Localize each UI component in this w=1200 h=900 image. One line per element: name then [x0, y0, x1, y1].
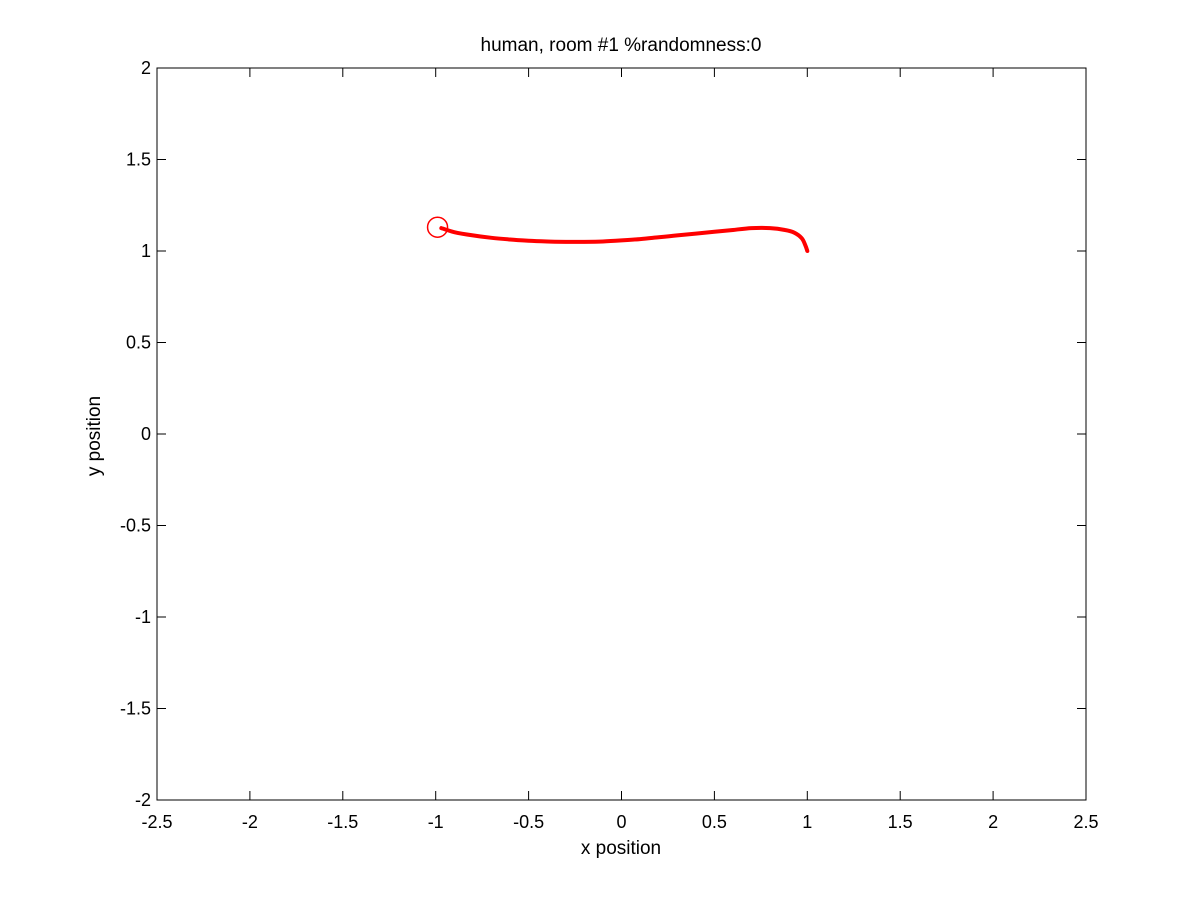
x-tick-label: -2	[242, 812, 258, 832]
x-tick-label: 1.5	[888, 812, 913, 832]
y-tick-label: -2	[135, 790, 151, 810]
x-tick-label: -0.5	[513, 812, 544, 832]
x-tick-labels: -2.5 -2 -1.5 -1 -0.5 0 0.5 1 1.5 2 2.5	[141, 812, 1098, 832]
x-tick-label: 2	[988, 812, 998, 832]
x-axis-label: x position	[581, 838, 661, 859]
trajectory-line	[439, 225, 810, 253]
y-tick-label: 0.5	[126, 333, 151, 353]
plot-frame	[156, 67, 1087, 801]
x-tick-label: 2.5	[1073, 812, 1098, 832]
series-layer	[426, 216, 810, 253]
y-tick-labels: -2 -1.5 -1 -0.5 0 0.5 1 1.5 2	[120, 58, 151, 810]
x-tick-label: 1	[802, 812, 812, 832]
y-tick-label: -1	[135, 607, 151, 627]
x-tick-label: -1.5	[327, 812, 358, 832]
y-tick-label: -1.5	[120, 699, 151, 719]
chart-title: human, room #1 %randomness:0	[481, 35, 762, 56]
plot-area	[157, 68, 1086, 800]
y-tick-label: 0	[141, 424, 151, 444]
x-tick-label: -1	[428, 812, 444, 832]
y-tick-label: 2	[141, 58, 151, 78]
y-tick-label: 1	[141, 241, 151, 261]
y-tick-label: 1.5	[126, 150, 151, 170]
x-tick-label: 0	[616, 812, 626, 832]
y-axis-label: y position	[84, 396, 105, 476]
x-tick-label: 0.5	[702, 812, 727, 832]
start-marker-circle	[426, 216, 449, 238]
y-tick-label: -0.5	[120, 516, 151, 536]
x-tick-label: -2.5	[141, 812, 172, 832]
